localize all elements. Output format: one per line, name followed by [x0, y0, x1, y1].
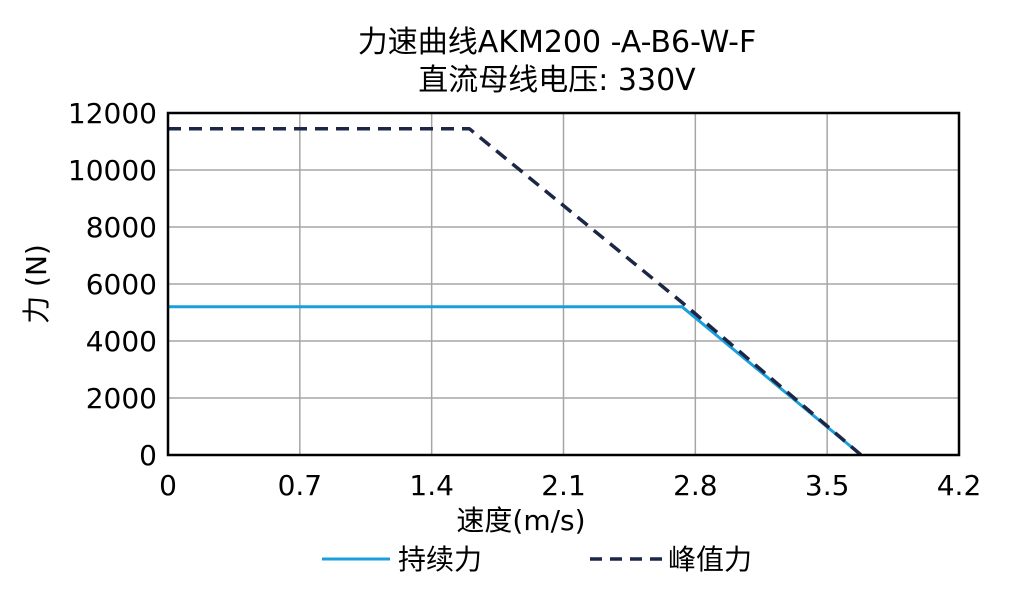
- x-tick-label-5: 3.5: [805, 469, 850, 502]
- x-tick-label-0: 0: [159, 469, 177, 502]
- x-tick-label-3: 2.1: [541, 469, 586, 502]
- y-tick-label-3: 6000: [86, 268, 157, 301]
- legend-label-continuous: 持续力: [398, 543, 482, 576]
- series-line-1: [168, 126, 863, 457]
- y-tick-label-0: 0: [139, 439, 157, 472]
- x-tick-label-1: 0.7: [278, 469, 323, 502]
- grid-lines: [168, 113, 959, 455]
- legend: 持续力 峰值力: [322, 543, 752, 576]
- x-tick-label-6: 4.2: [937, 469, 982, 502]
- y-tick-label-1: 2000: [86, 382, 157, 415]
- x-tick-label-4: 2.8: [673, 469, 718, 502]
- chart-title-line2: 直流母线电压: 330V: [418, 63, 696, 98]
- series-layer: [168, 126, 863, 457]
- y-tick-label-4: 8000: [86, 211, 157, 244]
- series-line-0: [168, 305, 863, 457]
- plot-frame: [166, 111, 961, 457]
- y-tick-label-2: 4000: [86, 325, 157, 358]
- x-tick-label-2: 1.4: [409, 469, 454, 502]
- legend-label-peak: 峰值力: [668, 543, 752, 576]
- y-tick-label-6: 12000: [68, 97, 157, 130]
- x-axis-label: 速度(m/s): [456, 504, 585, 537]
- y-tick-label-5: 10000: [68, 154, 157, 187]
- chart-title-line1: 力速曲线AKM200 -A-B6-W-F: [358, 25, 756, 60]
- y-tick-labels: 0 2000 4000 6000 8000 10000 12000: [68, 97, 157, 472]
- y-axis-label: 力 (N): [20, 244, 53, 324]
- x-tick-labels: 0 0.7 1.4 2.1 2.8 3.5 4.2: [159, 469, 981, 502]
